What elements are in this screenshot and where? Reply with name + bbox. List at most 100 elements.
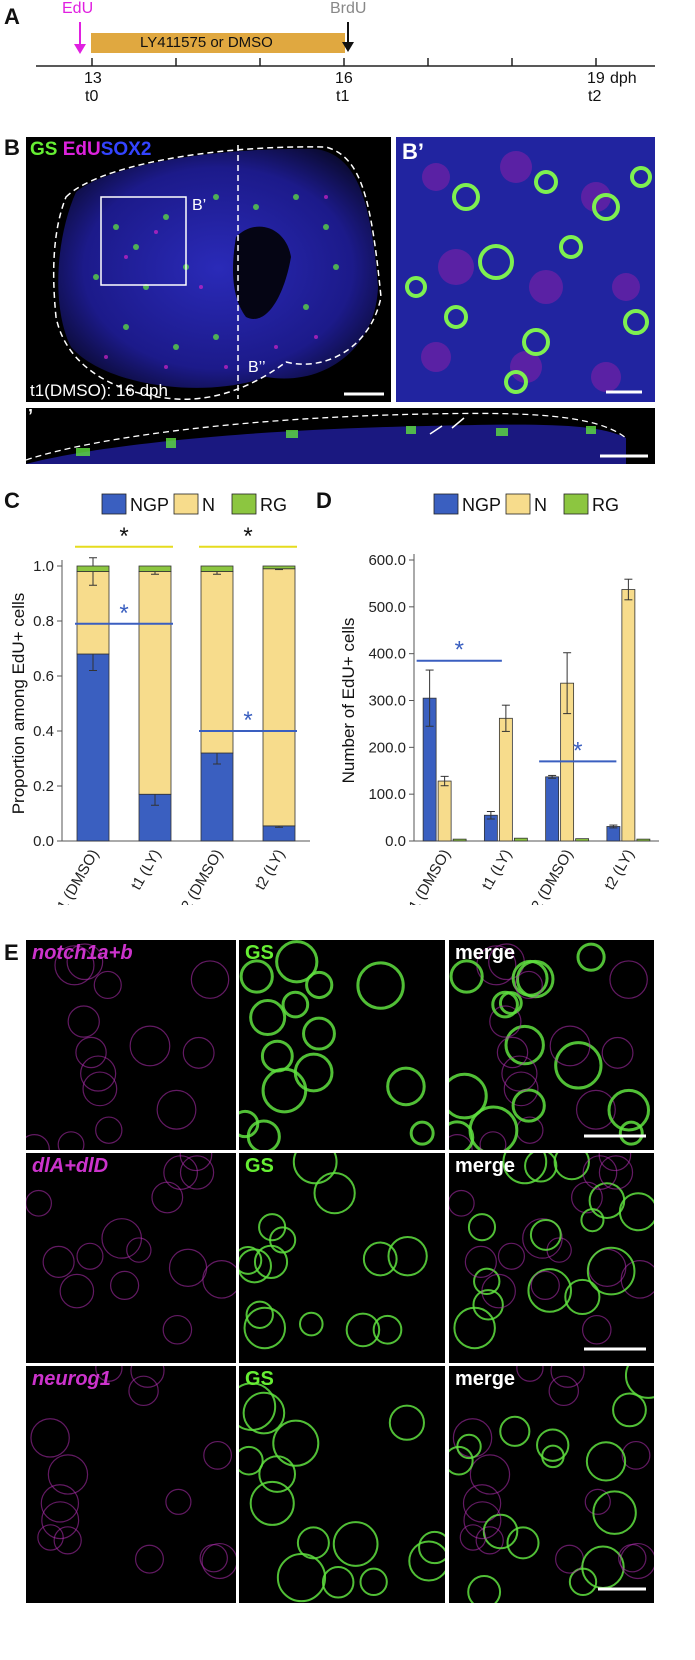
y-tick-label: 0.8: [33, 613, 54, 630]
brdu-label: BrdU: [330, 0, 367, 17]
bar-rg: [513, 837, 528, 842]
y-tick-label: 0.0: [385, 833, 406, 850]
bar-rg: [200, 565, 234, 572]
panel-label-c: C: [4, 488, 20, 513]
e-r3-merge-label: merge: [455, 1368, 516, 1390]
bar-rg: [636, 838, 651, 842]
micrograph-b-double-prime-image: [26, 412, 648, 464]
x-tick-label: t1 (LY): [128, 847, 165, 894]
micrograph-e-r2-gene-image: [26, 1153, 236, 1345]
significance-star: *: [573, 737, 582, 764]
significance-star: *: [119, 523, 128, 550]
x-tick-label: t1 (DMSO): [52, 846, 103, 905]
legend-label-ngp: NGP: [462, 495, 501, 515]
micrograph-b-prime-image: [396, 137, 655, 402]
x-tick-label: t1 (LY): [479, 847, 516, 894]
bar-rg: [452, 838, 467, 842]
y-tick-label: 100.0: [368, 786, 406, 803]
bar-n: [498, 717, 513, 842]
micrograph-b-prime: B’: [396, 137, 655, 402]
bar-ngp: [200, 752, 234, 842]
y-tick-label: 0.0: [33, 833, 54, 850]
panel-label-bdouble-stub: ’: [28, 408, 34, 426]
bar-rg: [575, 838, 590, 842]
e-r1-merge-label: merge: [455, 942, 516, 964]
y-tick-label: 600.0: [368, 552, 406, 569]
panel-label-a: A: [4, 4, 20, 29]
y-tick-label: 200.0: [368, 739, 406, 756]
treatment-label: LY411575 or DMSO: [140, 34, 273, 51]
e-r2-gs-label: GS: [245, 1155, 274, 1177]
significance-star: *: [455, 637, 464, 664]
micrograph-e-r1-merge-image: [449, 942, 651, 1150]
y-tick-label: 400.0: [368, 646, 406, 663]
bar-rg: [138, 565, 172, 572]
legend-swatch-n: [173, 493, 199, 515]
inset-box: [100, 196, 187, 286]
legend-swatch-ngp: [433, 493, 459, 515]
x-tick-label: t2 (LY): [601, 847, 638, 894]
micrograph-b-overview-image: [52, 145, 384, 400]
x-tick-label: t2 (DMSO): [176, 846, 227, 905]
bar-ngp: [545, 776, 560, 842]
micrograph-b-overview: GS EdUSOX2 B’ B’’ t1(DMSO): 16 dph: [26, 137, 391, 402]
micrograph-e-r1-merge: merge: [449, 940, 654, 1150]
chart-d: NGP N RG 0.0 100.0 200.0 300.0 400.0 500.0 600.0 N…: [339, 493, 659, 905]
bar-n: [621, 589, 636, 842]
brdu-arrow: [342, 42, 354, 52]
y-tick-label: 1.0: [33, 558, 54, 575]
x-tick-label: t2 (LY): [252, 847, 289, 894]
significance-star: *: [119, 600, 128, 627]
legend-label-ngp: NGP: [130, 495, 169, 515]
legend-label-rg: RG: [592, 495, 619, 515]
tick-day-2: 19: [587, 70, 605, 87]
e-r1-gs-label: GS: [245, 942, 274, 964]
panel-label-d: D: [316, 488, 332, 513]
tick-day-0: 13: [84, 70, 102, 87]
y-axis-label: Number of EdU+ cells: [339, 618, 358, 784]
y-tick-label: 500.0: [368, 599, 406, 616]
micrograph-b-double-prime: ’: [26, 408, 655, 464]
tick-t-0: t0: [85, 88, 99, 105]
tick-t-2: t2: [588, 88, 602, 105]
legend-label-rg: RG: [260, 495, 287, 515]
b-caption: t1(DMSO): 16 dph: [30, 381, 168, 400]
y-tick-label: 0.4: [33, 723, 54, 740]
significance-star: *: [243, 707, 252, 734]
micrograph-e-r3-gene: neurog1: [26, 1366, 236, 1603]
edu-label: EdU: [62, 0, 94, 17]
panel-label-b: B: [4, 135, 20, 160]
e-r2-gene-label: dlA+dlD: [32, 1155, 109, 1177]
micrograph-e-r2-merge: merge: [449, 1153, 654, 1363]
e-r2-merge-label: merge: [455, 1155, 516, 1177]
micrograph-e-r2-merge-image: [449, 1153, 654, 1351]
stain-edu: EdU: [62, 139, 101, 160]
micrograph-e-r3-gs-image: [239, 1382, 445, 1603]
significance-star: *: [243, 523, 252, 550]
e-r3-gene-label: neurog1: [32, 1368, 111, 1390]
legend-swatch-rg: [563, 493, 589, 515]
stain-sox2: SOX2: [100, 139, 152, 160]
panel-label-e: E: [4, 940, 19, 965]
stain-gs: GS: [30, 139, 58, 160]
micrograph-e-r1-gene-image: [26, 943, 230, 1150]
y-tick-label: 0.2: [33, 778, 54, 795]
legend-swatch-ngp: [101, 493, 127, 515]
bar-n: [437, 780, 452, 842]
legend-label-n: N: [202, 495, 215, 515]
tick-t-1: t1: [336, 88, 350, 105]
micrograph-e-r1-gene: notch1a+b: [26, 940, 236, 1150]
legend-swatch-rg: [231, 493, 257, 515]
inset-label: B’: [192, 197, 207, 214]
legend-label-n: N: [534, 495, 547, 515]
micrograph-e-r2-gene: dlA+dlD: [26, 1153, 236, 1363]
micrograph-e-r3-merge: merge: [449, 1366, 654, 1603]
micrograph-e-r3-merge-image: [449, 1366, 654, 1603]
bar-ngp: [262, 825, 296, 842]
micrograph-e-r3-gene-image: [30, 1366, 236, 1580]
micrograph-e-r1-gs: GS: [239, 940, 445, 1150]
bar-n: [262, 568, 296, 827]
panel-label-bprime: B’: [402, 139, 424, 164]
tick-unit: dph: [610, 70, 637, 87]
bar-rg: [76, 565, 110, 572]
